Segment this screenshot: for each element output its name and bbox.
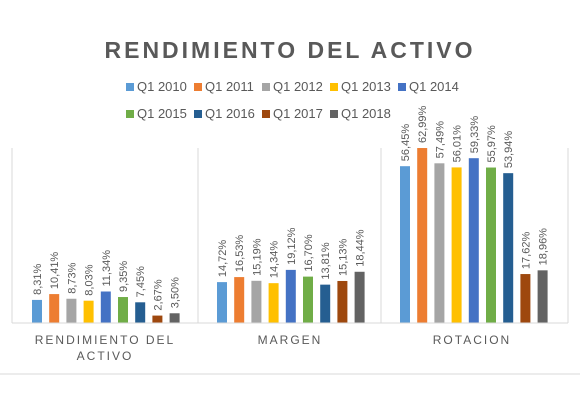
legend-label-q1-2010: Q1 2010	[137, 79, 187, 94]
bar-q1-2013-cat0	[83, 300, 94, 323]
bar-q1-2010-cat0	[32, 299, 42, 323]
data-label-q1-2010-cat2: 56,45%	[400, 124, 412, 162]
bar-q1-2016-cat2	[503, 173, 514, 323]
data-label-q1-2012-cat2: 57,49%	[434, 121, 446, 159]
bar-q1-2016-cat1	[320, 284, 331, 323]
data-label-q1-2014-cat1: 19,12%	[286, 227, 298, 265]
legend-swatch-q1-2012	[262, 83, 270, 91]
bar-q1-2017-cat0	[152, 315, 163, 323]
bar-q1-2017-cat1	[337, 280, 348, 323]
data-label-q1-2012-cat1: 15,19%	[251, 238, 263, 276]
category-label-0-line1: ACTIVO	[77, 349, 134, 363]
data-label-q1-2017-cat0: 2,67%	[152, 279, 164, 310]
legend: Q1 2010 Q1 2011 Q1 2012 Q1 2013 Q1 2014 Q1 20…	[126, 79, 459, 121]
data-label-q1-2011-cat2: 62,99%	[417, 106, 429, 144]
bar-q1-2017-cat2	[520, 274, 531, 323]
bar-q1-2011-cat2	[417, 148, 428, 323]
category-label-2-line0: ROTACION	[433, 333, 511, 347]
legend-label-q1-2013: Q1 2013	[341, 79, 391, 94]
legend-swatch-q1-2013	[330, 83, 338, 91]
data-label-q1-2013-cat0: 8,03%	[84, 264, 96, 295]
bar-q1-2014-cat2	[468, 158, 479, 323]
legend-swatch-q1-2016	[194, 110, 202, 118]
bar-q1-2010-cat2	[400, 166, 410, 323]
data-label-q1-2015-cat2: 55,97%	[486, 125, 498, 163]
data-label-q1-2014-cat0: 11,34%	[101, 250, 113, 287]
category-label-0-line0: RENDIMIENTO DEL	[35, 333, 175, 347]
data-label-q1-2010-cat1: 14,72%	[217, 240, 229, 278]
legend-swatch-q1-2010	[126, 83, 134, 91]
data-label-q1-2016-cat1: 13,81%	[320, 242, 332, 280]
data-label-q1-2011-cat0: 10,41%	[49, 252, 61, 290]
data-label-q1-2012-cat0: 8,73%	[66, 262, 78, 293]
data-labels: 8,31% 10,41% 8,73% 8,03% 11,34% 9,35% 7,45% 2,6…	[32, 106, 550, 311]
legend-label-q1-2015: Q1 2015	[137, 106, 187, 121]
legend-label-q1-2012: Q1 2012	[273, 79, 323, 94]
legend-swatch-q1-2018	[330, 110, 338, 118]
data-label-q1-2017-cat1: 15,13%	[337, 238, 349, 276]
data-label-q1-2013-cat2: 56,01%	[452, 125, 464, 163]
legend-swatch-q1-2015	[126, 110, 134, 118]
bar-q1-2014-cat1	[285, 269, 296, 323]
legend-label-q1-2016: Q1 2016	[205, 106, 255, 121]
data-label-q1-2018-cat1: 18,44%	[355, 229, 367, 267]
bar-q1-2013-cat1	[268, 283, 279, 323]
data-label-q1-2013-cat1: 14,34%	[269, 241, 281, 279]
legend-label-q1-2017: Q1 2017	[273, 106, 323, 121]
data-label-q1-2018-cat2: 18,96%	[538, 228, 550, 266]
bar-q1-2018-cat2	[537, 270, 548, 323]
data-label-q1-2010-cat0: 8,31%	[32, 264, 44, 295]
data-label-q1-2011-cat1: 16,53%	[234, 235, 246, 273]
legend-swatch-q1-2017	[262, 110, 270, 118]
bar-q1-2013-cat2	[451, 167, 462, 323]
bar-q1-2010-cat1	[217, 282, 227, 323]
legend-label-q1-2011: Q1 2011	[205, 79, 254, 94]
bar-q1-2015-cat0	[118, 297, 128, 323]
bar-q1-2012-cat0	[66, 298, 77, 323]
data-label-q1-2017-cat2: 17,62%	[520, 232, 532, 270]
legend-swatch-q1-2014	[398, 83, 406, 91]
bar-q1-2014-cat0	[100, 291, 111, 323]
chart-title: RENDIMIENTO DEL ACTIVO	[105, 37, 476, 63]
bar-q1-2011-cat0	[49, 294, 60, 323]
bar-q1-2018-cat0	[169, 313, 180, 323]
bar-q1-2011-cat1	[234, 277, 245, 323]
data-label-q1-2016-cat0: 7,45%	[135, 266, 147, 297]
category-labels: RENDIMIENTO DEL ACTIVO MARGEN ROTACION	[35, 333, 511, 363]
bar-q1-2012-cat2	[434, 163, 445, 323]
legend-label-q1-2014: Q1 2014	[409, 79, 459, 94]
data-label-q1-2015-cat1: 16,70%	[303, 234, 315, 272]
data-label-q1-2018-cat0: 3,50%	[170, 277, 182, 308]
category-label-1-line0: MARGEN	[258, 333, 323, 347]
data-label-q1-2014-cat2: 59,33%	[469, 116, 481, 154]
bar-q1-2012-cat1	[251, 280, 262, 323]
category-separators	[11, 148, 569, 323]
legend-label-q1-2018: Q1 2018	[341, 106, 391, 121]
bar-q1-2018-cat1	[354, 271, 365, 323]
bars	[32, 148, 548, 323]
bar-q1-2015-cat1	[303, 276, 313, 323]
legend-swatch-q1-2011	[194, 83, 202, 91]
bar-q1-2016-cat0	[135, 302, 146, 323]
bar-q1-2015-cat2	[486, 167, 496, 323]
data-label-q1-2016-cat2: 53,94%	[503, 131, 515, 169]
data-label-q1-2015-cat0: 9,35%	[118, 261, 130, 292]
